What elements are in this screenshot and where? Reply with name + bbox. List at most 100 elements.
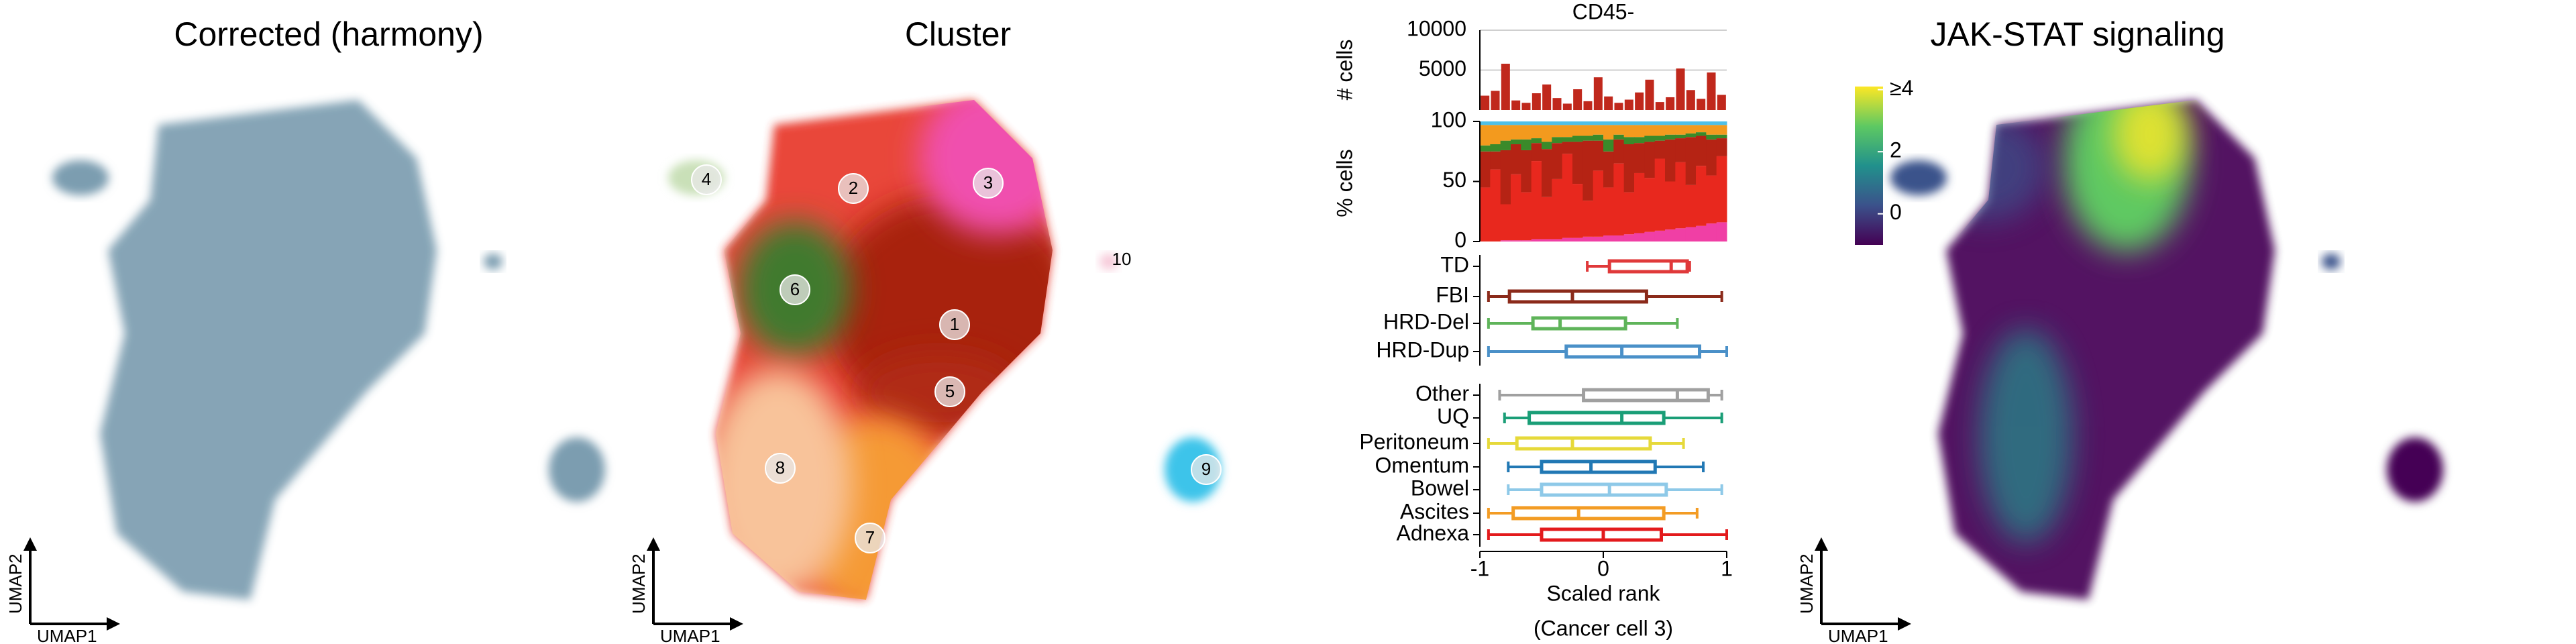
bar [1562,103,1572,110]
umap-axes: UMAP1 UMAP2 [1796,537,1911,644]
category-label: HRD-Del [1383,309,1469,333]
bar-segment [1542,142,1552,150]
bar [1614,103,1623,110]
cluster-region [919,100,1053,235]
bar-segment [1613,121,1625,125]
cluster-label: 3 [983,172,993,193]
bar-segment [1542,125,1552,142]
colorbar-label: 2 [1890,138,1902,162]
bar-segment [1716,156,1727,223]
cluster-label: 8 [775,458,785,478]
bar [1491,91,1500,110]
umap-axes: UMAP1 UMAP2 [629,537,743,644]
bar-segment [1613,125,1625,135]
bar-segment [1582,236,1594,241]
bar-segment [1634,137,1645,144]
x-axis-label: (Cancer cell 3) [1534,616,1673,640]
bar-segment [1644,125,1656,136]
bar-segment [1685,184,1697,227]
bar-segment [1531,125,1542,139]
category-label: Bowel [1411,476,1469,500]
box [1607,259,1689,274]
bar-segment [1562,237,1573,241]
box [1527,411,1666,425]
bar-segment [1634,143,1645,173]
bar-segment [1531,143,1542,162]
bar-segment [1593,236,1604,241]
bar-segment [1665,125,1676,135]
bar-segment [1706,139,1717,176]
bar-segment [1665,181,1676,230]
category-label: Ascites [1400,499,1469,523]
box [1540,460,1657,474]
box [1511,506,1666,521]
bar [1717,95,1726,110]
bar [1542,84,1552,110]
bar-segment [1675,121,1686,125]
bar-segment [1531,161,1542,239]
umap-axes: UMAP1 UMAP2 [5,537,120,644]
bar-segment [1500,125,1511,141]
bar-segment [1696,136,1707,166]
category-label: Adnexa [1396,521,1469,545]
bar-segment [1490,121,1501,125]
bar-segment [1511,121,1521,125]
y-axis-label: % cells [1332,149,1356,217]
bar [1666,97,1675,110]
bar-segment [1603,139,1614,152]
bar-segment [1623,144,1635,193]
bar [1645,79,1654,110]
bar-segment [1593,134,1604,141]
bar-segment [1511,174,1521,241]
bar-segment [1623,137,1635,145]
bar-segment [1572,125,1583,136]
cluster-badge [765,453,796,484]
y-axis-label: UMAP2 [1796,553,1817,614]
cluster-badge [838,173,869,204]
bar [1481,95,1490,110]
bar-segment [1623,192,1635,235]
bar-segment [1675,138,1686,162]
cell-island [549,437,605,502]
cell-island [2387,437,2443,502]
y-axis-label: # cells [1332,40,1356,101]
bar-segment [1582,121,1594,125]
bar-segment [1716,125,1727,135]
colorbar [1855,87,1883,245]
bar-segment [1572,142,1583,184]
bar [1707,72,1716,110]
bar-segment [1500,150,1511,205]
cluster-badge [939,309,970,340]
y-tick-label: 100 [1431,107,1466,131]
bar-segment [1665,121,1676,125]
cloud-regions [1938,100,2190,543]
bar-segment [1542,149,1552,197]
panel-title: JAK-STAT signaling [1930,15,2224,53]
bar-segment [1572,121,1583,125]
bar-segment [1685,133,1697,138]
bar [1655,102,1664,110]
bar-segment [1685,227,1697,241]
bar [1573,89,1582,110]
category-label: Peritoneum [1359,429,1469,453]
bar-segment [1716,138,1727,156]
bar-segment [1603,121,1614,125]
colorbar-label: 0 [1890,200,1902,224]
bar-segment [1552,137,1563,144]
bar-segment [1644,121,1656,125]
bar [1501,63,1510,110]
bar-segment [1593,140,1604,171]
umap-cloud [52,100,605,600]
bar-segment [1654,230,1666,241]
x-axis-label: UMAP1 [1828,626,1888,644]
bar-segment [1582,201,1594,237]
bar-segment [1685,125,1697,133]
bar-segment [1675,162,1686,229]
y-tick-label: 0 [1454,227,1466,252]
bar-segment [1552,178,1563,239]
bar-segment [1654,158,1666,231]
bar-segment [1552,125,1563,138]
cell-island [484,254,502,270]
bar-segment [1696,132,1707,136]
box [1540,482,1668,497]
